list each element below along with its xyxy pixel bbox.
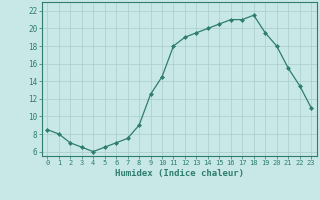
X-axis label: Humidex (Indice chaleur): Humidex (Indice chaleur) — [115, 169, 244, 178]
